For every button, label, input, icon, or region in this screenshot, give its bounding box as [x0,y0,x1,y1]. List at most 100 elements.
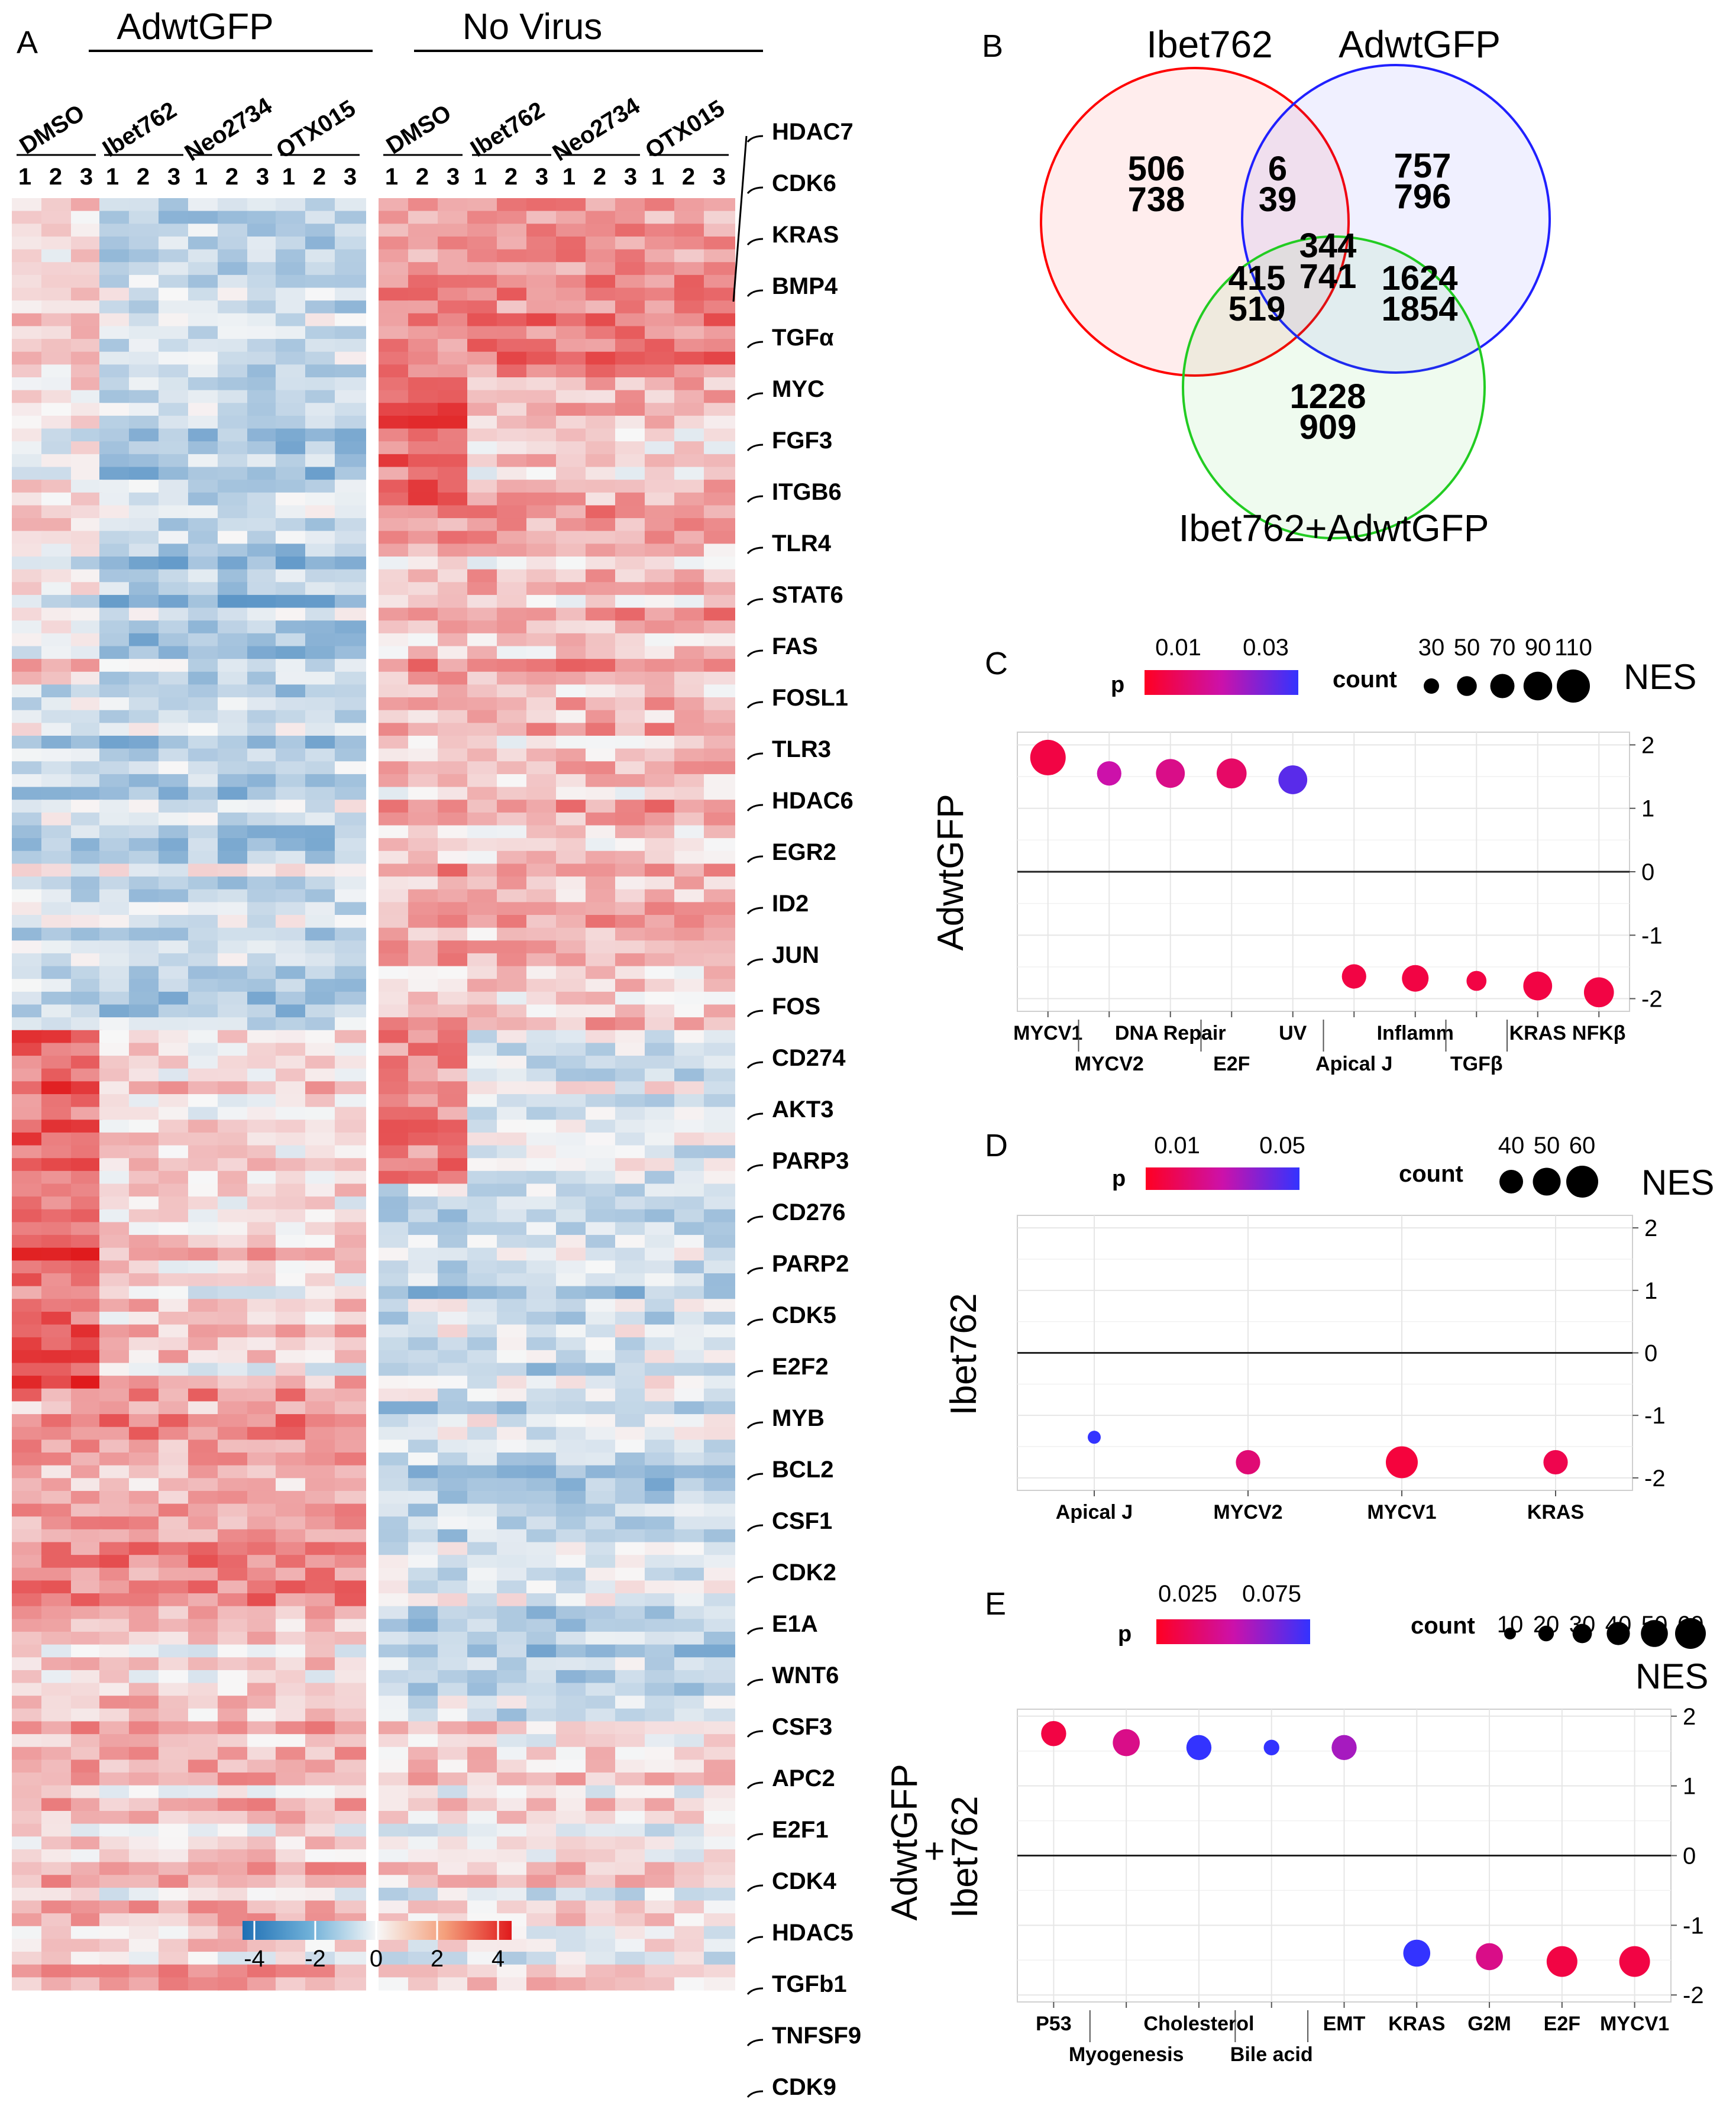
heatmap-cell [438,646,469,659]
heatmap-cell [41,838,73,852]
heatmap-cell [129,1759,160,1773]
heatmap-cell [645,787,676,800]
heatmap-cell [497,620,528,634]
heatmap-cell [276,966,307,979]
heatmap-cell [159,1721,190,1735]
heatmap-cell [645,812,676,826]
heatmap-cell [586,1350,617,1364]
heatmap-cell [379,1120,410,1133]
heatmap-cell [129,1657,160,1671]
heatmap-cell [674,557,706,570]
heatmap-cell [276,1516,307,1530]
heatmap-cell [247,594,279,609]
heatmap-cell [71,1235,102,1248]
heatmap-cell [645,1926,676,1940]
heatmap-cell [276,1056,307,1069]
heatmap-cell [99,671,131,685]
heatmap-cell [305,659,337,672]
heatmap-cell [438,991,469,1005]
heatmap-cell [379,915,410,929]
heatmap-cell [12,1772,43,1786]
heatmap-cell [305,1453,337,1466]
heatmap-cell [335,1107,366,1120]
heatmap-cell [247,480,279,493]
heatmap-cell [12,748,43,762]
venn-count-down: 909 [1299,408,1357,447]
heatmap-cell [335,697,366,711]
heatmap-cell [305,1081,337,1095]
heatmap-cell [497,480,528,493]
heatmap-cell [467,915,499,929]
heatmap-cell [159,902,190,916]
heatmap-cell [41,1004,73,1018]
heatmap-cell [526,594,558,609]
heatmap-cell [674,787,706,800]
heatmap-cell [129,480,160,493]
count-legend-dot [1499,1170,1523,1193]
heatmap-cell [12,1107,43,1120]
heatmap-cell [704,1580,735,1594]
heatmap-cell [497,966,528,979]
heatmap-cell [467,1401,499,1415]
heatmap-cell [645,1696,676,1709]
heatmap-cell [188,1708,219,1722]
replicate-label: 2 [137,164,150,190]
heatmap-cell [586,1567,617,1581]
heatmap-cell [12,569,43,583]
heatmap-cell [218,620,249,634]
heatmap-cell [41,1926,73,1940]
heatmap-cell [247,838,279,852]
gene-label: TGFα [772,325,834,351]
heatmap-cell [586,902,617,916]
heatmap-cell [408,1567,439,1581]
heatmap-cell [645,979,676,992]
heatmap-cell [335,684,366,698]
heatmap-cell [71,1657,102,1671]
heatmap-cell [497,1746,528,1761]
heatmap-cell [704,1798,735,1812]
heatmap-cell [526,825,558,839]
heatmap-cell [615,1017,646,1031]
heatmap-cell [12,1798,43,1812]
panel-c-letter: C [985,646,1008,681]
heatmap-cell [556,1196,587,1210]
heatmap-cell [188,1798,219,1812]
heatmap-cell [276,1299,307,1312]
x-category-label: MYCV2 [1075,1053,1144,1075]
heatmap-cell [218,1196,249,1210]
heatmap-cell [71,1107,102,1120]
panel-d-count-legend: 40 50 60 [1498,1133,1598,1198]
heatmap-cell [276,991,307,1005]
heatmap-cell [335,1235,366,1248]
heatmap-cell [71,1017,102,1031]
heatmap-cell [438,1746,469,1761]
panel-d-p-title: p [1112,1166,1126,1191]
heatmap-cell [247,1644,279,1658]
heatmap-cell [408,1503,439,1517]
heatmap-cell [556,646,587,659]
heatmap-cell [188,1823,219,1837]
heatmap-cell [556,1926,587,1940]
heatmap-cell [645,313,676,327]
heatmap-cell [188,1593,219,1607]
heatmap-cell [99,979,131,992]
heatmap-cell [41,1875,73,1888]
heatmap-cell [438,761,469,775]
gene-connector [746,1421,764,1429]
heatmap-cell [467,1068,499,1082]
heatmap-cell [276,505,307,519]
heatmap-cell [188,684,219,698]
heatmap-cell [586,1132,617,1146]
heatmap-cell [379,1696,410,1709]
heatmap-cell [305,1260,337,1274]
heatmap-cell [159,1401,190,1415]
heatmap-cell [71,761,102,775]
venn-set-label-combo: Ibet762+AdwtGFP [1179,507,1489,549]
heatmap-cell [615,1772,646,1786]
heatmap-cell [674,313,706,327]
heatmap-cell [556,1964,587,1978]
gene-connector [746,855,764,863]
heatmap-cell [305,274,337,289]
heatmap-cell [188,544,219,557]
